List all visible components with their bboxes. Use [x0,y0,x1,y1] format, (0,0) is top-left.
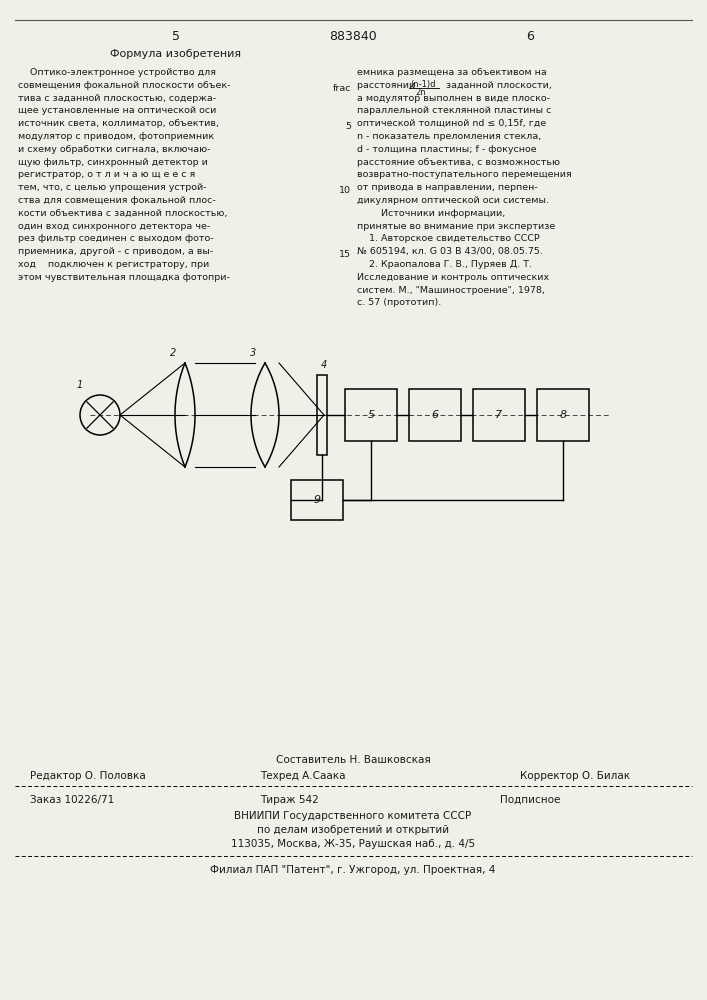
Bar [473,389,525,441]
Text: 1. Авторское свидетельство СССР: 1. Авторское свидетельство СССР [357,234,539,243]
Text: систем. М., "Машиностроение", 1978,: систем. М., "Машиностроение", 1978, [357,286,545,295]
Text: 8: 8 [559,410,566,420]
Text: совмещения фокальной плоскости объек-: совмещения фокальной плоскости объек- [18,81,230,90]
Text: 15: 15 [339,250,351,259]
Text: 883840: 883840 [329,29,377,42]
Bar [317,375,327,455]
Text: 113035, Москва, Ж-35, Раушская наб., д. 4/5: 113035, Москва, Ж-35, Раушская наб., д. … [231,839,475,849]
Text: приемника, другой - с приводом, а вы-: приемника, другой - с приводом, а вы- [18,247,214,256]
Text: ход    подключен к регистратору, при: ход подключен к регистратору, при [18,260,209,269]
Text: с. 57 (прототип).: с. 57 (прототип). [357,298,441,307]
Text: 4: 4 [321,360,327,370]
Text: Заказ 10226/71: Заказ 10226/71 [30,795,115,805]
Text: Исследование и контроль оптических: Исследование и контроль оптических [357,273,549,282]
Text: от привода в направлении, перпен-: от привода в направлении, перпен- [357,183,538,192]
Text: 2: 2 [170,348,176,358]
Text: и схему обработки сигнала, включаю-: и схему обработки сигнала, включаю- [18,145,211,154]
Text: ВНИИПИ Государственного комитета СССР: ВНИИПИ Государственного комитета СССР [235,811,472,821]
Text: № 605194, кл. G 03 В 43/00, 08.05.75.: № 605194, кл. G 03 В 43/00, 08.05.75. [357,247,543,256]
Text: оптической толщиной nd ≤ 0,15f, где: оптической толщиной nd ≤ 0,15f, где [357,119,546,128]
Bar [345,389,397,441]
Text: а модулятор выполнен в виде плоско-: а модулятор выполнен в виде плоско- [357,94,550,103]
Text: Редактор О. Половка: Редактор О. Половка [30,771,146,781]
Text: заданной плоскости,: заданной плоскости, [443,81,552,90]
Text: расстояние объектива, с возможностью: расстояние объектива, с возможностью [357,158,560,167]
Bar [291,480,343,520]
Text: 2. Краопалова Г. В., Пуряев Д. Т.: 2. Краопалова Г. В., Пуряев Д. Т. [357,260,532,269]
Text: регистратор, о т л и ч а ю щ е е с я: регистратор, о т л и ч а ю щ е е с я [18,170,195,179]
Text: один вход синхронного детектора че-: один вход синхронного детектора че- [18,222,210,231]
Text: ства для совмещения фокальной плос-: ства для совмещения фокальной плос- [18,196,216,205]
Text: 10: 10 [339,186,351,195]
Text: Подписное: Подписное [500,795,561,805]
Text: n - показатель преломления стекла,: n - показатель преломления стекла, [357,132,542,141]
Text: Составитель Н. Вашковская: Составитель Н. Вашковская [276,755,431,765]
Text: щую фильтр, синхронный детектор и: щую фильтр, синхронный детектор и [18,158,208,167]
Text: frac: frac [332,84,351,93]
Text: (n-1)d: (n-1)d [410,80,436,89]
Text: 5: 5 [172,29,180,42]
Bar [409,389,461,441]
Text: 3: 3 [250,348,256,358]
Text: Техред А.Саака: Техред А.Саака [260,771,346,781]
Text: Формула изобретения: Формула изобретения [110,49,242,59]
Text: источник света, коллиматор, объектив,: источник света, коллиматор, объектив, [18,119,219,128]
Text: параллельной стеклянной пластины с: параллельной стеклянной пластины с [357,106,551,115]
Text: модулятор с приводом, фотоприемник: модулятор с приводом, фотоприемник [18,132,214,141]
Text: емника размещена за объективом на: емника размещена за объективом на [357,68,547,77]
Text: 6: 6 [431,410,438,420]
Text: 6: 6 [526,29,534,42]
Text: принятые во внимание при экспертизе: принятые во внимание при экспертизе [357,222,555,231]
Text: Оптико-электронное устройство для: Оптико-электронное устройство для [18,68,216,77]
Text: Источники информации,: Источники информации, [357,209,506,218]
Text: тем, что, с целью упрощения устрой-: тем, что, с целью упрощения устрой- [18,183,206,192]
Text: расстоянии: расстоянии [357,81,419,90]
Text: 5: 5 [368,410,375,420]
Text: дикулярном оптической оси системы.: дикулярном оптической оси системы. [357,196,549,205]
Text: Тираж 542: Тираж 542 [260,795,319,805]
Text: тива с заданной плоскостью, содержа-: тива с заданной плоскостью, содержа- [18,94,216,103]
Bar [537,389,589,441]
Text: 1: 1 [77,380,83,390]
Text: кости объектива с заданной плоскостью,: кости объектива с заданной плоскостью, [18,209,228,218]
Text: d - толщина пластины; f - фокусное: d - толщина пластины; f - фокусное [357,145,537,154]
Text: 5: 5 [345,122,351,131]
Text: возвратно-поступательного перемещения: возвратно-поступательного перемещения [357,170,572,179]
Text: 7: 7 [496,410,503,420]
Text: Корректор О. Билак: Корректор О. Билак [520,771,630,781]
Text: рез фильтр соединен с выходом фото-: рез фильтр соединен с выходом фото- [18,234,214,243]
Text: 2n: 2n [415,88,426,97]
Text: этом чувствительная площадка фотопри-: этом чувствительная площадка фотопри- [18,273,230,282]
Text: Филиал ПАП "Патент", г. Ужгород, ул. Проектная, 4: Филиал ПАП "Патент", г. Ужгород, ул. Про… [210,865,496,875]
Text: щее установленные на оптической оси: щее установленные на оптической оси [18,106,216,115]
Text: 9: 9 [313,495,320,505]
Text: по делам изобретений и открытий: по делам изобретений и открытий [257,825,449,835]
